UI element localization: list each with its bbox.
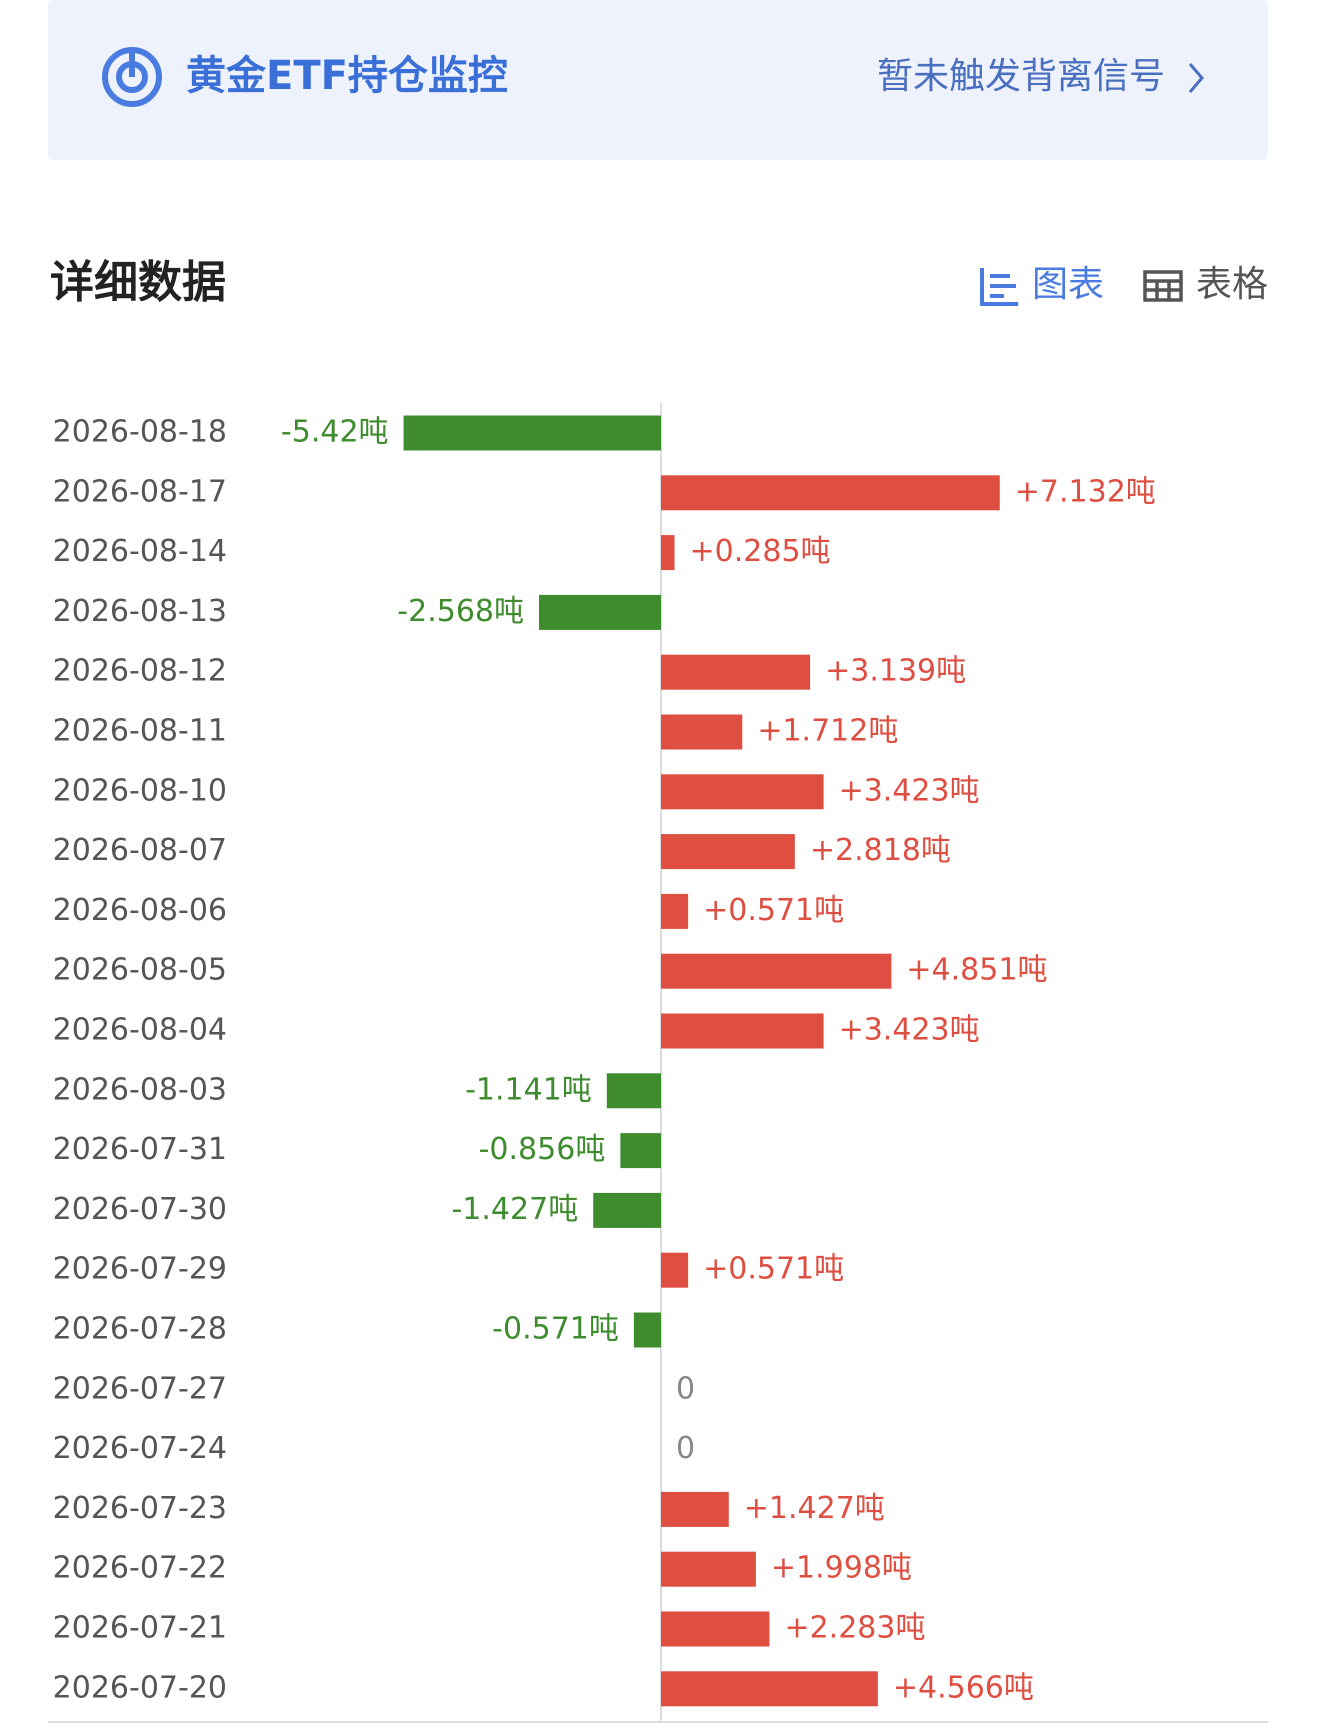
category-label: 2026-07-31	[53, 1132, 227, 1167]
category-label: 2026-08-06	[53, 893, 227, 928]
bar	[661, 1551, 756, 1587]
bar	[661, 893, 689, 929]
plot: 2026-08-18 -5.42吨 2026-08-17 +7.132吨 2026-08…	[53, 415, 1156, 1707]
chart-tab[interactable]: 图表	[1032, 264, 1104, 305]
value-label: 0	[676, 1371, 695, 1406]
value-label: +1.427吨	[744, 1491, 885, 1526]
value-label: -0.856吨	[479, 1132, 606, 1167]
bar	[661, 1252, 689, 1288]
category-label: 2026-07-24	[53, 1431, 227, 1466]
value-label: +7.132吨	[1015, 474, 1156, 509]
chevron	[1188, 63, 1204, 93]
header-title: 黄金ETF持仓监控	[186, 53, 508, 99]
category-label: 2026-08-03	[53, 1072, 227, 1107]
category-label: 2026-08-10	[53, 773, 227, 808]
category-label: 2026-08-04	[53, 1013, 227, 1048]
category-label: 2026-08-18	[53, 415, 227, 450]
bar	[661, 475, 1000, 511]
bar	[661, 1491, 729, 1527]
value-label: -1.141吨	[465, 1072, 592, 1107]
value-label: -1.427吨	[451, 1192, 578, 1227]
bar	[539, 594, 661, 630]
monitor-icon	[102, 47, 162, 107]
bar	[661, 1611, 770, 1647]
header-card	[48, 0, 1268, 160]
category-label: 2026-07-22	[53, 1551, 227, 1586]
section-title: 详细数据	[50, 257, 226, 308]
category-label: 2026-08-11	[53, 714, 227, 749]
value-label: +3.423吨	[839, 773, 980, 808]
bar	[661, 834, 795, 870]
value-label: +2.818吨	[810, 833, 951, 868]
bar	[661, 953, 892, 989]
category-label: 2026-08-17	[53, 474, 227, 509]
chart-icon	[980, 268, 1018, 306]
value-label: 0	[676, 1431, 695, 1466]
category-label: 2026-08-14	[53, 534, 227, 569]
category-label: 2026-07-30	[53, 1192, 227, 1227]
value-label: -2.568吨	[397, 594, 524, 629]
bar	[661, 1671, 878, 1707]
bar	[661, 774, 824, 810]
category-label: 2026-07-29	[53, 1252, 227, 1287]
table-tab[interactable]: 表格	[1196, 264, 1268, 305]
category-label: 2026-07-20	[53, 1670, 227, 1705]
signal-link[interactable]: 暂未触发背离信号	[877, 56, 1165, 97]
category-label: 2026-08-05	[53, 953, 227, 988]
bar	[661, 714, 743, 750]
category-label: 2026-08-13	[53, 594, 227, 629]
category-label: 2026-07-23	[53, 1491, 227, 1526]
value-label: +1.998吨	[771, 1551, 912, 1586]
value-label: +0.571吨	[703, 1252, 844, 1287]
value-label: +3.139吨	[825, 654, 966, 689]
category-label: 2026-08-07	[53, 833, 227, 868]
value-label: +0.285吨	[690, 534, 831, 569]
category-label: 2026-07-21	[53, 1611, 227, 1646]
category-label: 2026-07-27	[53, 1371, 227, 1406]
bar	[403, 415, 661, 451]
bar	[661, 654, 811, 690]
value-label: +3.423吨	[839, 1013, 980, 1048]
value-label: -5.42吨	[281, 415, 389, 450]
bar	[620, 1133, 661, 1169]
category-label: 2026-07-28	[53, 1312, 227, 1347]
category-label: 2026-08-12	[53, 654, 227, 689]
value-label: +4.566吨	[893, 1670, 1034, 1705]
value-label: +2.283吨	[784, 1611, 925, 1646]
table-icon	[1143, 270, 1183, 302]
value-label: +0.571吨	[703, 893, 844, 928]
bar	[633, 1312, 661, 1348]
bar	[593, 1192, 661, 1228]
bar	[661, 535, 675, 571]
bar	[661, 1013, 824, 1049]
bar	[606, 1073, 661, 1109]
value-label: +1.712吨	[757, 714, 898, 749]
value-label: -0.571吨	[492, 1312, 619, 1347]
value-label: +4.851吨	[906, 953, 1047, 988]
